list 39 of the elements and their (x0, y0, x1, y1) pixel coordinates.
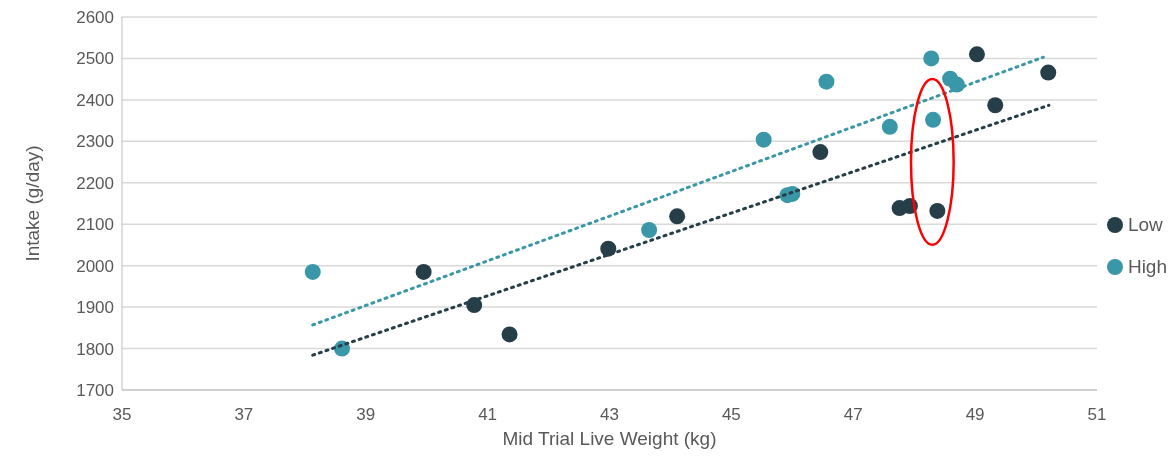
point (304, 263, 321, 280)
point (501, 326, 518, 343)
y-tick-label: 1900 (76, 298, 114, 318)
x-tick-label: 47 (843, 405, 863, 425)
legend-label: Low (1127, 213, 1163, 236)
y-tick-label: 2200 (76, 173, 114, 193)
y-tick-label: 1700 (76, 381, 114, 401)
y-tick-label: 2500 (76, 49, 114, 69)
point (415, 263, 432, 280)
y-tick-label: 2100 (76, 215, 114, 235)
x-tick-label: 37 (234, 405, 254, 425)
point (968, 46, 985, 63)
point (923, 50, 940, 67)
point (812, 144, 829, 161)
point (641, 222, 658, 239)
point (600, 240, 617, 257)
point (987, 97, 1004, 114)
x-axis-title: Mid Trial Live Weight (kg) (502, 428, 717, 449)
y-tick-label: 1800 (76, 339, 114, 359)
point (669, 208, 686, 225)
point (881, 118, 898, 135)
y-tick-label: 2600 (76, 8, 114, 28)
x-tick-label: 41 (478, 405, 498, 425)
point (929, 202, 946, 219)
x-tick-label: 39 (356, 405, 376, 425)
y-tick-label: 2300 (76, 132, 114, 152)
point (818, 73, 835, 90)
x-tick-label: 49 (965, 405, 985, 425)
x-tick-label: 35 (112, 405, 132, 425)
point (925, 111, 942, 128)
x-tick-label: 51 (1087, 405, 1107, 425)
point (755, 131, 772, 148)
y-tick-label: 2400 (76, 90, 114, 110)
y-tick-label: 2000 (76, 256, 114, 276)
point (1040, 64, 1057, 81)
x-tick-label: 43 (600, 405, 619, 425)
legend-label: High (1127, 255, 1167, 278)
x-tick-label: 45 (721, 405, 741, 425)
y-axis-title: Intake (g/day) (21, 145, 43, 262)
